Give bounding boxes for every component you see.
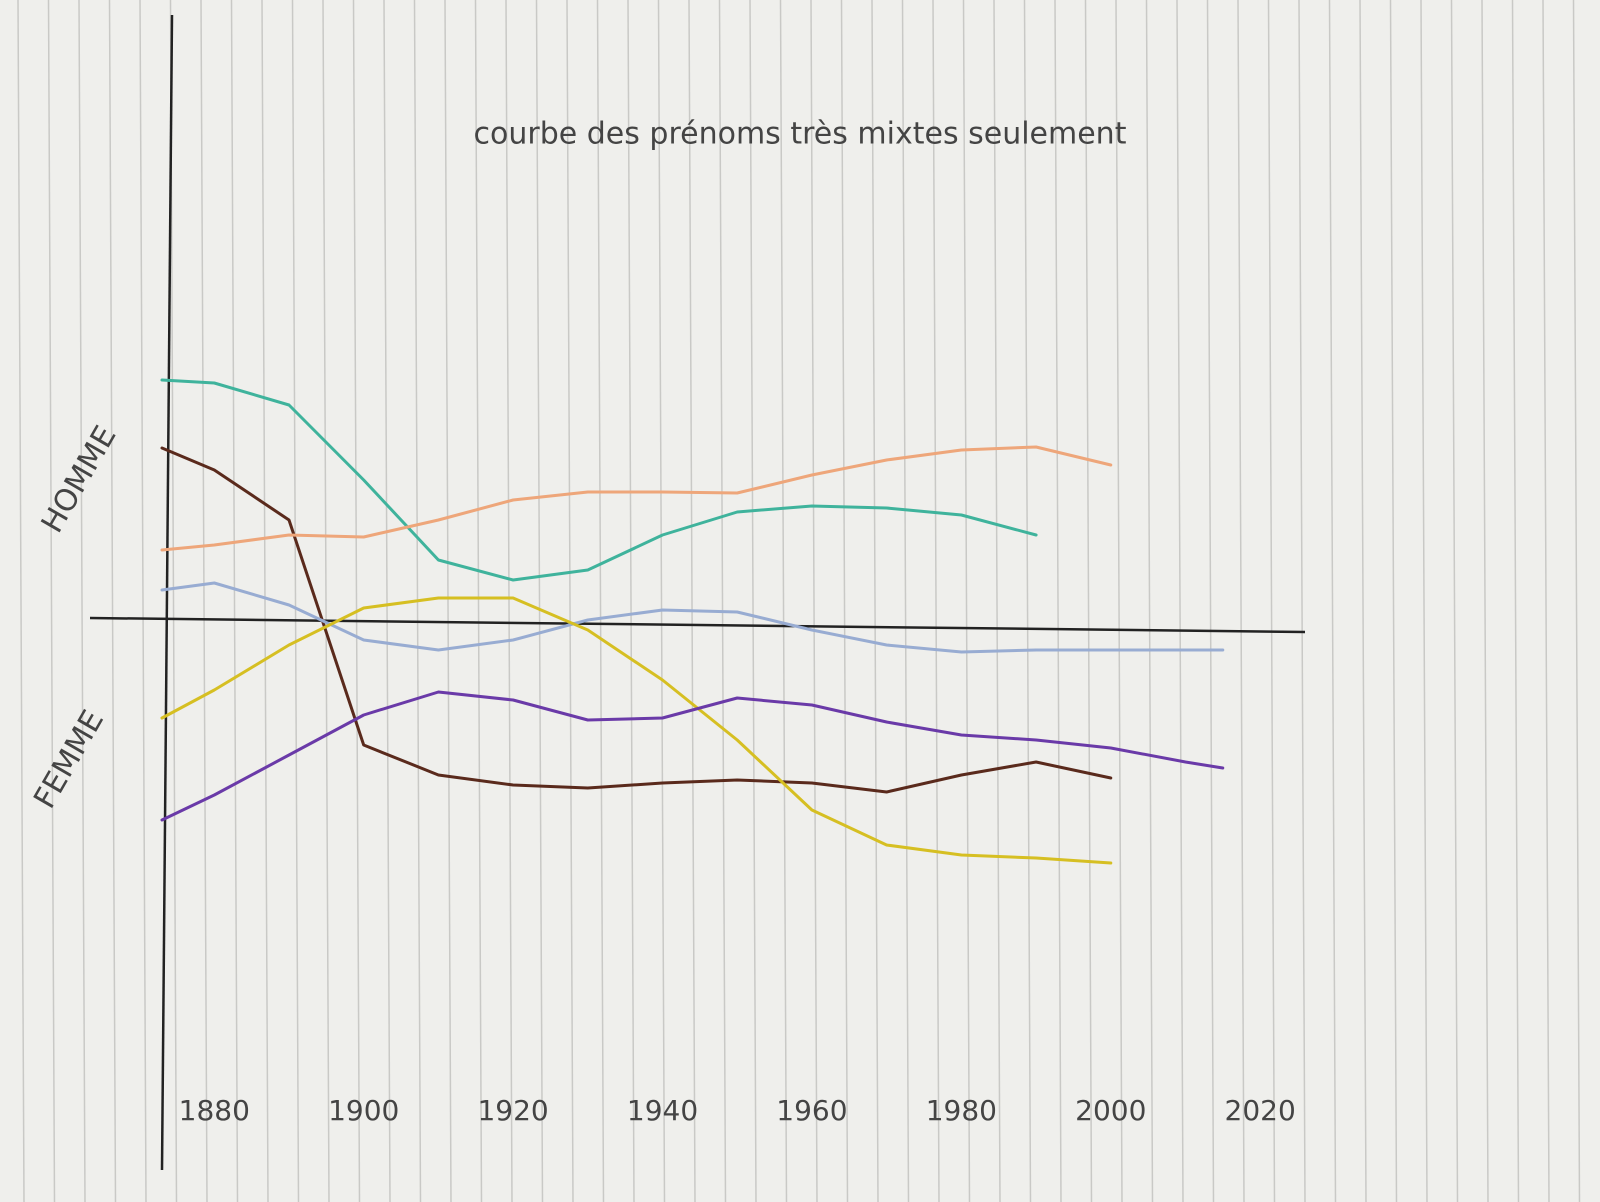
paper-rule [322, 0, 330, 1202]
paper-rule [1145, 0, 1154, 1202]
paper-rule [1359, 0, 1367, 1202]
paper-rule [1206, 0, 1215, 1202]
paper-rule [1481, 0, 1489, 1202]
chart-title: courbe des prénoms très mixtes seulement [474, 117, 1127, 152]
paper-rule [1328, 0, 1337, 1202]
paper-rule [810, 0, 818, 1202]
paper-rule [657, 0, 666, 1202]
series-line [160, 581, 1225, 654]
paper-rule [1023, 0, 1032, 1202]
paper-rule [1084, 0, 1093, 1202]
paper-rule [78, 0, 86, 1202]
paper-rule [840, 0, 849, 1202]
paper-rule [932, 0, 940, 1202]
paper-rule [383, 0, 391, 1202]
paper-rule [1511, 0, 1520, 1202]
paper-rule [1176, 0, 1184, 1202]
paper-rule [535, 0, 544, 1202]
series-line [160, 446, 1113, 794]
paper-rule [993, 0, 1001, 1202]
paper-rule [444, 0, 452, 1202]
paper-rule [749, 0, 757, 1202]
paper-rule [1237, 0, 1245, 1202]
paper-rule [718, 0, 727, 1202]
paper-rule [1054, 0, 1062, 1202]
paper-rule [139, 0, 147, 1202]
paper-rule [1542, 0, 1550, 1202]
series-line [160, 378, 1038, 582]
paper-rule [261, 0, 269, 1202]
x-tick-label: 2020 [1225, 1094, 1296, 1127]
x-tick-label: 1920 [477, 1094, 548, 1127]
x-tick-label: 2000 [1075, 1094, 1146, 1127]
paper-rule [47, 0, 56, 1202]
paper-rule [688, 0, 696, 1202]
paper-rule [291, 0, 300, 1202]
paper-rule [1389, 0, 1398, 1202]
x-tick-label: 1960 [776, 1094, 847, 1127]
paper-rule [596, 0, 605, 1202]
paper-rule [108, 0, 117, 1202]
series-line [160, 690, 1225, 822]
paper-rule [1572, 0, 1581, 1202]
paper-rule [474, 0, 483, 1202]
y-axis [160, 14, 174, 1171]
paper-rule [1115, 0, 1123, 1202]
paper-rule [779, 0, 788, 1202]
x-tick-label: 1940 [627, 1094, 698, 1127]
paper-rule [901, 0, 910, 1202]
series-line [160, 445, 1113, 552]
paper-rule [1420, 0, 1428, 1202]
paper-rule [962, 0, 971, 1202]
paper-rule [505, 0, 513, 1202]
x-tick-label: 1880 [179, 1094, 250, 1127]
paper-rule [1298, 0, 1306, 1202]
paper-rule [1267, 0, 1276, 1202]
paper-rule [1450, 0, 1459, 1202]
paper-rule [352, 0, 361, 1202]
series-line [160, 596, 1113, 865]
paper-rule [17, 0, 25, 1202]
paper-rule [627, 0, 635, 1202]
paper-rule [871, 0, 879, 1202]
paper-rule [230, 0, 239, 1202]
x-axis [89, 616, 1306, 634]
paper-rule [566, 0, 574, 1202]
x-tick-label: 1900 [328, 1094, 399, 1127]
paper-rule [200, 0, 208, 1202]
x-tick-label: 1980 [926, 1094, 997, 1127]
